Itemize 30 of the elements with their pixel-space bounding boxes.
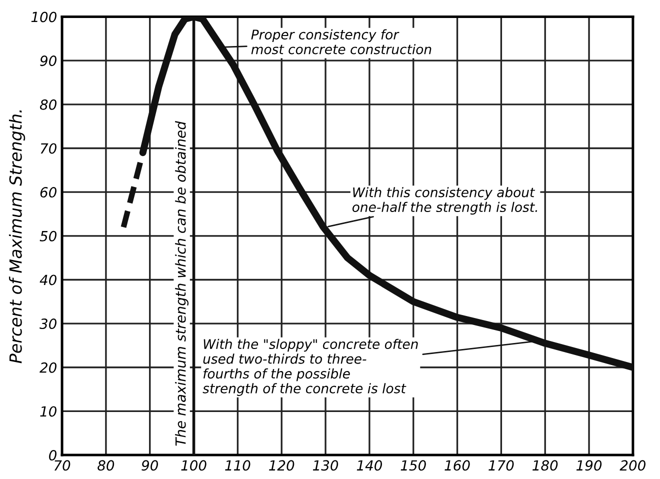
x-tick-label: 130 <box>312 460 338 471</box>
ref-line-label: The maximum strength which can be obtained <box>175 121 189 446</box>
y-tick-label: 70 <box>40 143 56 154</box>
annotation: With the "sloppy" concrete often used two-thirds to three- fourths of the possible strength of the concrete is lost <box>202 338 418 396</box>
y-tick-label: 60 <box>40 187 56 198</box>
x-tick-label: 100 <box>181 460 206 471</box>
y-tick-label: 10 <box>40 406 56 417</box>
y-tick-label: 40 <box>40 274 56 286</box>
x-tick-label: 110 <box>225 460 250 471</box>
y-tick-label: 0 <box>49 450 56 461</box>
annotation: With this consistency about one-half the strength is lost. <box>352 187 538 215</box>
x-tick-label: 180 <box>532 460 558 471</box>
y-tick-label: 50 <box>40 230 56 242</box>
y-tick-label: 20 <box>40 362 56 373</box>
x-tick-label: 150 <box>400 460 426 471</box>
y-tick-label: 30 <box>40 318 56 330</box>
x-tick-label: 170 <box>488 460 514 471</box>
x-tick-label: 160 <box>444 460 470 471</box>
y-tick-label: 100 <box>31 12 56 22</box>
y-tick-label: 90 <box>40 56 56 66</box>
y-tick-label: 80 <box>40 99 56 110</box>
x-tick-label: 140 <box>356 460 382 471</box>
y-axis-title: Percent of Maximum Strength. <box>8 110 26 364</box>
x-tick-label: 190 <box>576 460 602 471</box>
x-tick-label: 120 <box>269 460 294 471</box>
x-tick-label: 90 <box>142 460 158 471</box>
x-tick-label: 70 <box>54 460 70 471</box>
x-tick-label: 80 <box>98 460 114 471</box>
annotation: Proper consistency for most concrete construction <box>251 29 432 54</box>
x-tick-label: 200 <box>620 460 646 471</box>
